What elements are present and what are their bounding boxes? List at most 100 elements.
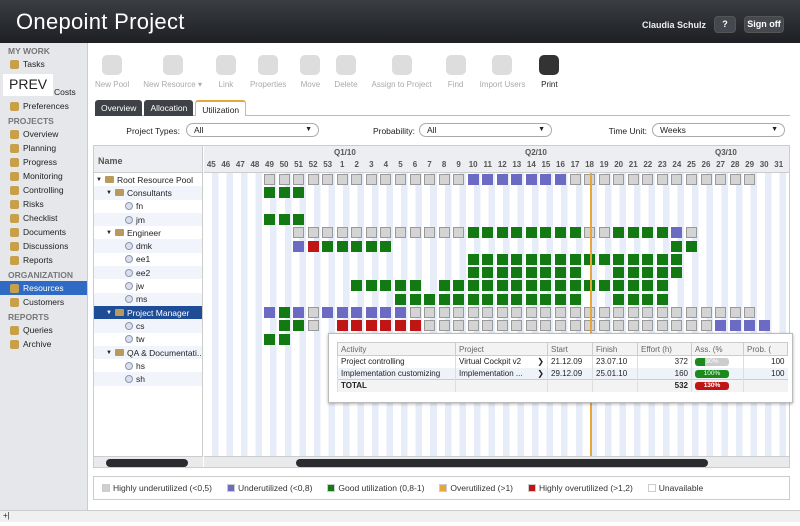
utilization-cell[interactable] [569,267,581,279]
utilization-cell[interactable] [424,307,436,318]
utilization-cell[interactable] [715,307,727,318]
tab-overview[interactable]: Overview [95,100,143,116]
delete-button[interactable]: Delete [334,55,358,89]
utilization-cell[interactable] [598,320,610,332]
utilization-cell[interactable] [467,253,479,265]
utilization-cell[interactable] [525,320,537,332]
utilization-cell[interactable] [540,227,552,239]
utilization-cell[interactable] [336,307,348,318]
utilization-cell[interactable] [525,280,537,292]
utilization-cell[interactable] [409,174,421,185]
sidebar-item-preferences[interactable]: Preferences [0,99,87,113]
utilization-cell[interactable] [642,307,654,318]
utilization-cell[interactable] [482,253,494,265]
utilization-cell[interactable] [758,320,770,332]
utilization-cell[interactable] [496,174,508,185]
utilization-cell[interactable] [351,174,363,185]
scroll-thumb[interactable] [296,459,708,467]
utilization-cell[interactable] [380,320,392,332]
tree-row[interactable]: dmk [94,239,202,253]
utilization-cell[interactable] [351,320,363,332]
tree-row[interactable]: hs [94,359,202,372]
utilization-cell[interactable] [555,307,566,318]
utilization-cell[interactable] [409,293,421,305]
utilization-cell[interactable] [394,227,406,239]
utilization-cell[interactable] [351,307,363,318]
utilization-cell[interactable] [394,174,406,185]
tree-row[interactable]: ▼ QA & Documentati... [94,345,202,360]
utilization-cell[interactable] [613,267,625,279]
utilization-cell[interactable] [540,174,552,185]
utilization-cell[interactable] [278,307,290,318]
utilization-cell[interactable] [467,320,479,332]
utilization-cell[interactable] [685,174,697,185]
utilization-cell[interactable] [394,320,406,332]
tab-allocation[interactable]: Allocation [144,100,194,116]
print-button[interactable]: Print [539,55,560,89]
tab-utilization[interactable]: Utilization [195,100,247,116]
utilization-cell[interactable] [642,253,654,265]
utilization-cell[interactable] [467,227,479,239]
utilization-cell[interactable] [409,280,421,292]
utilization-cell[interactable] [438,320,450,332]
tree-row[interactable]: ▼ Engineer [94,226,202,239]
sidebar-item-discussions[interactable]: Discussions [0,239,87,253]
assign-to-project-button[interactable]: Assign to Project [372,55,432,89]
utilization-cell[interactable] [569,174,581,185]
utilization-cell[interactable] [467,293,479,305]
utilization-cell[interactable] [467,267,479,279]
utilization-cell[interactable] [729,174,741,185]
new-pool-button[interactable]: New Pool [95,55,129,89]
utilization-cell[interactable] [365,240,377,252]
utilization-cell[interactable] [307,227,319,239]
tree-row[interactable]: jw [94,279,202,292]
utilization-cell[interactable] [351,227,363,239]
utilization-cell[interactable] [613,320,625,332]
utilization-cell[interactable] [453,293,465,305]
utilization-cell[interactable] [627,174,639,185]
utilization-cell[interactable] [555,227,566,239]
utilization-cell[interactable] [482,293,494,305]
sidebar-item-risks[interactable]: Risks [0,197,87,211]
expand-triangle-icon[interactable]: ▼ [106,349,112,356]
tree-row[interactable]: sh [94,372,202,386]
utilization-cell[interactable] [598,253,610,265]
utilization-cell[interactable] [642,267,654,279]
utilization-cell[interactable] [613,293,625,305]
utilization-cell[interactable] [482,227,494,239]
navigate-arrow-icon[interactable]: ❯ [537,357,544,367]
utilization-cell[interactable] [438,174,450,185]
expand-triangle-icon[interactable]: ▼ [106,309,112,316]
utilization-cell[interactable] [540,280,552,292]
utilization-cell[interactable] [555,267,566,279]
utilization-cell[interactable] [598,280,610,292]
utilization-cell[interactable] [409,307,421,318]
utilization-cell[interactable] [496,293,508,305]
utilization-cell[interactable] [264,174,275,185]
grid-horizontal-scrollbar[interactable] [204,456,789,467]
utilization-cell[interactable] [467,280,479,292]
utilization-cell[interactable] [453,320,465,332]
tree-row[interactable]: cs [94,319,202,333]
utilization-cell[interactable] [627,320,639,332]
utilization-cell[interactable] [613,307,625,318]
utilization-cell[interactable] [656,280,668,292]
utilization-cell[interactable] [540,253,552,265]
utilization-cell[interactable] [438,293,450,305]
utilization-cell[interactable] [409,320,421,332]
name-column-header[interactable]: Name [94,146,203,173]
utilization-cell[interactable] [642,174,654,185]
utilization-cell[interactable] [569,253,581,265]
utilization-cell[interactable] [656,267,668,279]
utilization-cell[interactable] [715,320,727,332]
utilization-cell[interactable] [482,174,494,185]
utilization-cell[interactable] [293,174,305,185]
sidebar-item-reports[interactable]: Reports [0,253,87,267]
sidebar-item-archive[interactable]: Archive [0,337,87,351]
time-unit-select[interactable]: Weeks ▼ [652,123,785,137]
utilization-cell[interactable] [307,174,319,185]
utilization-cell[interactable] [569,227,581,239]
utilization-cell[interactable] [569,320,581,332]
tree-row[interactable]: jm [94,212,202,227]
sidebar-item-tasks[interactable]: Tasks [0,57,87,71]
